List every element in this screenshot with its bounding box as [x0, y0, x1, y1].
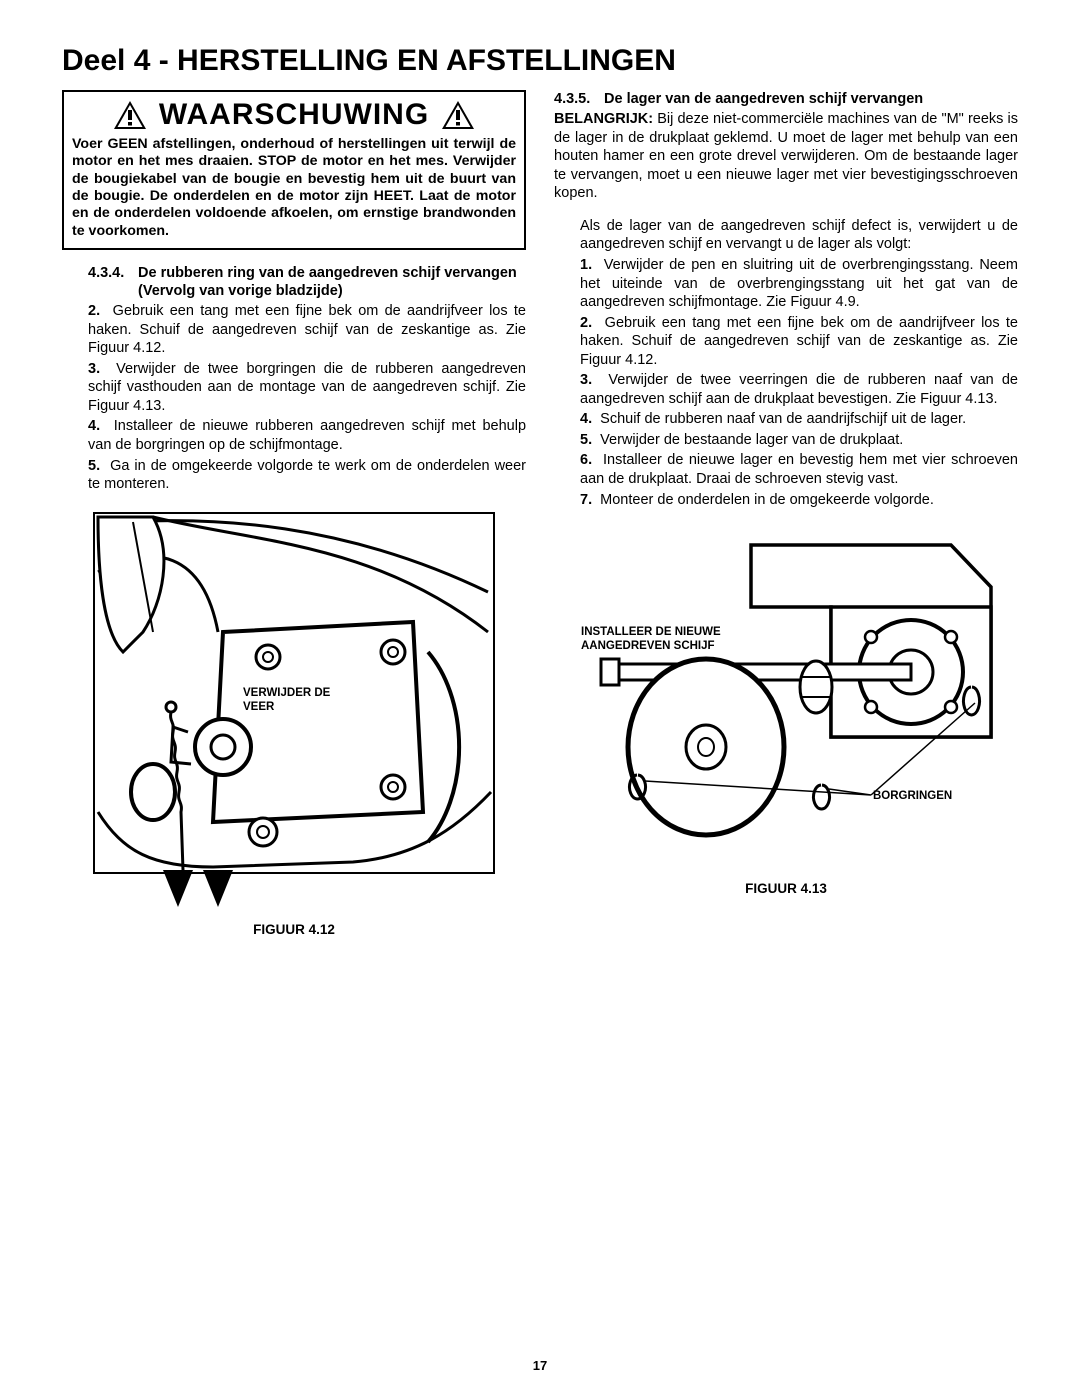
step-text: 4. Schuif de rubberen naaf van de aandri…	[580, 410, 1018, 429]
step-number: 4.	[580, 411, 592, 427]
step-text: 3. Verwijder de twee borgringen die de r…	[88, 360, 526, 416]
warning-title: WAARSCHUWING	[159, 98, 429, 132]
step-text: 5. Verwijder de bestaande lager van de d…	[580, 431, 1018, 450]
figure-412-illustration: VERWIJDER DE VEER	[93, 512, 495, 908]
step-number: 2.	[580, 315, 592, 331]
warning-text: Voer GEEN afstellingen, onderhoud of her…	[72, 136, 516, 240]
important-label: BELANGRIJK:	[554, 111, 653, 127]
figure-412-label-line1: VERWIJDER DE	[243, 687, 331, 699]
section-heading: 4.3.5. De lager van de aangedreven schij…	[554, 90, 1018, 108]
intro-text: Als de lager van de aangedreven schijf d…	[580, 217, 1018, 254]
step-body: Schuif de rubberen naaf van de aandrijfs…	[600, 411, 966, 427]
figure-413: INSTALLEER DE NIEUWE AANGEDREVEN SCHIJF …	[554, 537, 1018, 896]
step-body: Monteer de onderdelen in de omgekeerde v…	[600, 492, 934, 508]
step-number: 6.	[580, 452, 592, 468]
steps-block: Als de lager van de aangedreven schijf d…	[554, 217, 1018, 509]
right-column: 4.3.5. De lager van de aangedreven schij…	[554, 90, 1018, 937]
figure-413-label-1a: INSTALLEER DE NIEUWE	[581, 626, 721, 638]
step-text: 2. Gebruik een tang met een fijne bek om…	[88, 302, 526, 358]
step-body: Gebruik een tang met een fijne bek om de…	[580, 315, 1018, 368]
important-paragraph: BELANGRIJK: Bij deze niet-commerciële ma…	[554, 110, 1018, 203]
step-body: Gebruik een tang met een fijne bek om de…	[88, 303, 526, 356]
warning-header: WAARSCHUWING	[72, 98, 516, 132]
step-number: 7.	[580, 492, 592, 508]
step-text: 7. Monteer de onderdelen in de omgekeerd…	[580, 491, 1018, 510]
left-column: WAARSCHUWING Voer GEEN afstellingen, ond…	[62, 90, 526, 937]
step-text: 5. Ga in de omgekeerde volgorde te werk …	[88, 457, 526, 494]
section-434: 4.3.4. De rubberen ring van de aangedrev…	[62, 264, 526, 494]
step-body: Verwijder de bestaande lager van de druk…	[600, 432, 903, 448]
section-title: De rubberen ring van de aangedreven schi…	[138, 264, 526, 282]
step-body: Verwijder de twee borgringen die de rubb…	[88, 361, 526, 414]
step-body: Installeer de nieuwe lager en bevestig h…	[580, 452, 1018, 487]
step-text: 6. Installeer de nieuwe lager en bevesti…	[580, 451, 1018, 488]
section-number: 4.3.5.	[554, 90, 604, 108]
step-text: 4. Installeer de nieuwe rubberen aangedr…	[88, 417, 526, 454]
step-number: 5.	[88, 458, 100, 474]
step-body: Verwijder de pen en sluitring uit de ove…	[580, 257, 1018, 310]
figure-412: VERWIJDER DE VEER FIGUUR 4.12	[62, 512, 526, 937]
section-subtitle: (Vervolg van vorige bladzijde)	[138, 282, 526, 300]
step-body: Verwijder de twee veerringen die de rubb…	[580, 372, 1018, 407]
figure-412-label-line2: VEER	[243, 701, 275, 713]
step-body: Ga in de omgekeerde volgorde te werk om …	[88, 458, 526, 493]
step-number: 4.	[88, 418, 100, 434]
step-text: 3. Verwijder de twee veerringen die de r…	[580, 371, 1018, 408]
step-text: 1. Verwijder de pen en sluitring uit de …	[580, 256, 1018, 312]
step-body: Installeer de nieuwe rubberen aangedreve…	[88, 418, 526, 453]
step-text: 2. Gebruik een tang met een fijne bek om…	[580, 314, 1018, 370]
warning-icon	[441, 100, 475, 130]
figure-413-illustration: INSTALLEER DE NIEUWE AANGEDREVEN SCHIJF …	[571, 537, 1001, 867]
figure-413-label-2: BORGRINGEN	[873, 790, 952, 802]
two-column-layout: WAARSCHUWING Voer GEEN afstellingen, ond…	[62, 90, 1018, 937]
warning-icon	[113, 100, 147, 130]
step-number: 3.	[580, 372, 592, 388]
figure-413-label-1b: AANGEDREVEN SCHIJF	[581, 640, 715, 652]
figure-412-caption: FIGUUR 4.12	[62, 922, 526, 937]
section-number: 4.3.4.	[88, 264, 138, 282]
page-number: 17	[0, 1358, 1080, 1373]
step-number: 1.	[580, 257, 592, 273]
section-heading: 4.3.4. De rubberen ring van de aangedrev…	[88, 264, 526, 282]
step-number: 2.	[88, 303, 100, 319]
figure-413-caption: FIGUUR 4.13	[554, 881, 1018, 896]
page-title: Deel 4 - HERSTELLING EN AFSTELLINGEN	[62, 44, 1018, 78]
section-title: De lager van de aangedreven schijf verva…	[604, 90, 1018, 108]
step-number: 3.	[88, 361, 100, 377]
step-number: 5.	[580, 432, 592, 448]
warning-box: WAARSCHUWING Voer GEEN afstellingen, ond…	[62, 90, 526, 250]
